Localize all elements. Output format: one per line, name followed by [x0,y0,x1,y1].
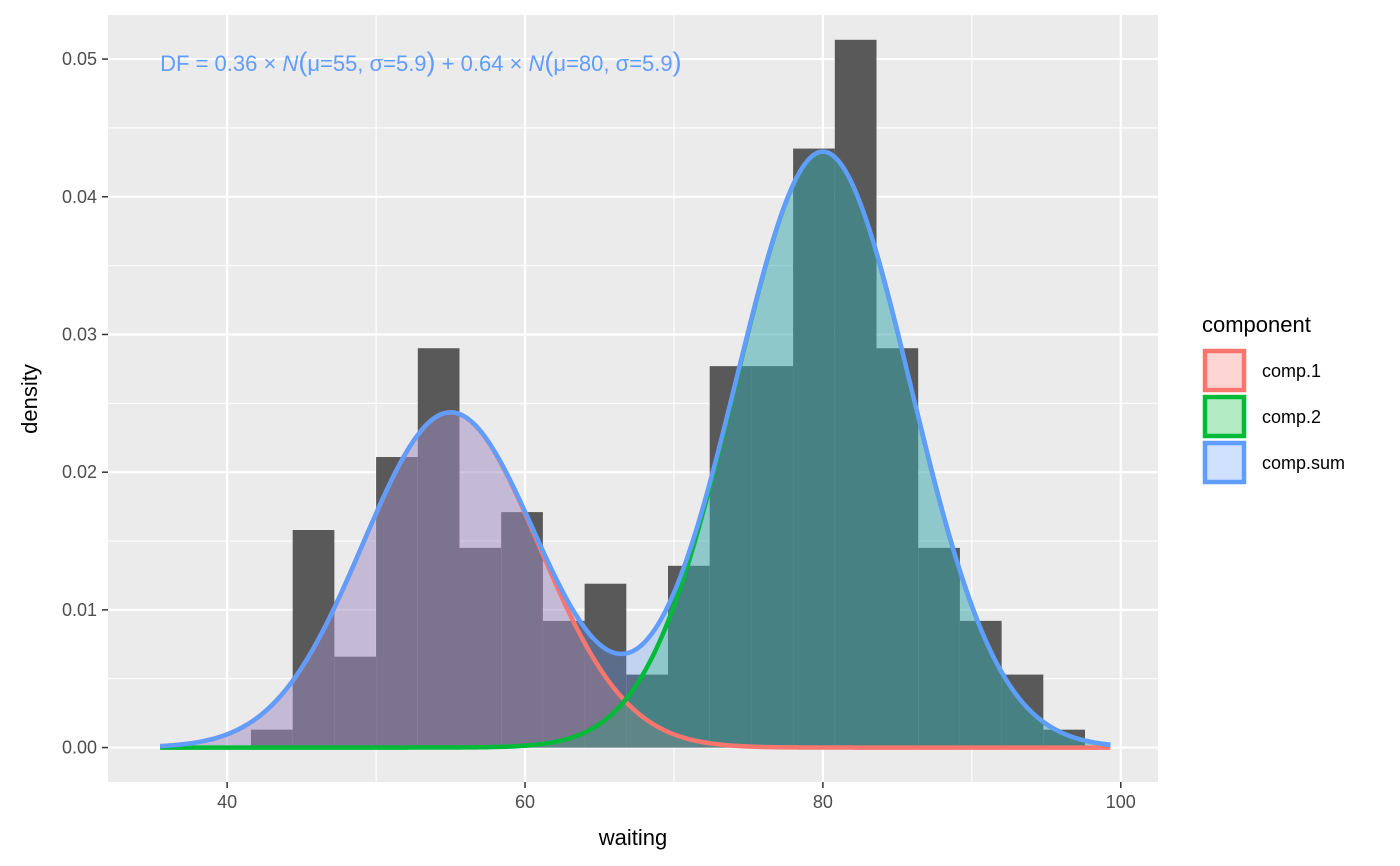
histogram-bar [751,366,794,748]
legend-key-background [1205,443,1244,482]
histogram-bar [501,512,543,748]
annotation-part: ) [427,47,436,77]
mixture-formula-annotation: DF = 0.36 × N(μ=55, σ=5.9) + 0.64 × N(μ=… [160,47,682,77]
annotation-part: ( [544,47,553,77]
legend-key-swatch [1202,348,1247,393]
legend-key-background [1205,351,1244,390]
histogram-bar [793,148,835,748]
histogram-bar [668,565,710,748]
y-tick-label: 0.00 [62,738,97,758]
minor-grid [108,15,1158,782]
annotation-part: DF = 0.36 × [160,51,282,76]
legend-item-label: comp.sum [1262,453,1345,473]
histogram-bar [542,620,585,748]
comp-sum-area [160,151,1111,748]
histogram-bar [709,366,752,748]
annotation-part: ( [298,47,307,77]
x-axis-title: waiting [598,825,667,850]
comp-2-area [160,151,1111,748]
annotation-part: N [282,51,298,76]
histogram-bar [376,457,418,748]
histogram-bar [959,620,1002,748]
comp-1-area [160,412,1111,748]
annotation-part: μ=55, σ=5.9 [307,51,426,76]
histogram-bar [459,547,502,748]
histogram-bar [1043,729,1086,748]
density-lines [160,149,1111,750]
x-tick-label: 100 [1106,792,1136,812]
x-tick-label: 60 [515,792,535,812]
histogram-bar [876,348,919,748]
histogram-bar [292,530,335,748]
histogram-bar [918,547,960,748]
legend-item-label: comp.2 [1262,407,1321,427]
density-fills [160,151,1111,748]
histogram-bar [250,729,293,748]
annotation-part: + 0.64 × [436,51,529,76]
x-tick-label: 40 [217,792,237,812]
y-tick-label: 0.04 [62,187,97,207]
y-axis: 0.00 0.01 0.02 0.03 0.04 0.05 [62,49,108,758]
legend-item-label: comp.1 [1262,361,1321,381]
y-axis-title: density [17,364,42,434]
legend: component comp.1 comp.2 comp.sum [1202,312,1345,485]
histogram-bar [834,39,877,748]
legend-key-swatch [1202,440,1247,485]
annotation-part: ) [673,47,682,77]
comp-sum-line [160,149,1111,749]
x-tick-label: 80 [813,792,833,812]
annotation-part: N [529,51,545,76]
annotation-part: μ=80, σ=5.9 [553,51,672,76]
histogram-bar [334,656,377,748]
y-tick-label: 0.02 [62,462,97,482]
legend-key-swatch [1202,394,1247,439]
y-tick-label: 0.03 [62,324,97,344]
y-tick-label: 0.01 [62,600,97,620]
legend-title: component [1202,312,1311,337]
histogram [250,39,1086,748]
x-axis: 40 60 80 100 [217,782,1136,812]
y-tick-label: 0.05 [62,49,97,69]
legend-key-background [1205,397,1244,436]
